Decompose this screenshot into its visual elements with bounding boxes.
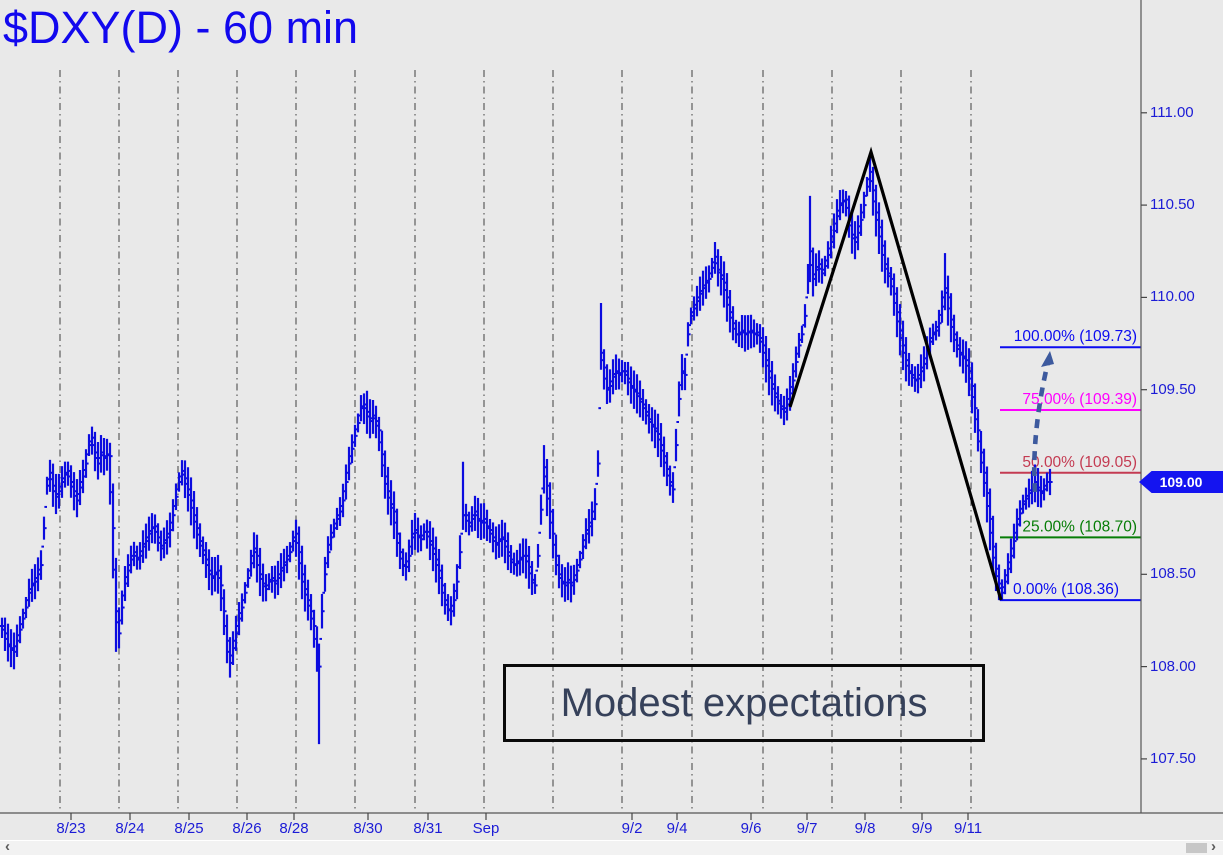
date-axis-label: 9/2	[621, 820, 643, 837]
current-price-tag: 109.00	[1139, 471, 1223, 493]
price-axis-label: 109.50	[1150, 380, 1196, 398]
date-axis-label: 9/4	[666, 820, 688, 837]
date-axis-label: 8/28	[279, 820, 309, 837]
annotation-box: Modest expectations	[503, 664, 985, 742]
price-axis-label: 108.00	[1150, 657, 1196, 675]
fib-level-label: 100.00% (109.73)	[1014, 328, 1137, 345]
date-axis-label: 9/7	[796, 820, 818, 837]
projection-arrow-head	[1041, 351, 1054, 367]
date-axis-label: 9/8	[854, 820, 876, 837]
date-axis-label: 8/31	[413, 820, 443, 837]
projection-arrow	[1031, 357, 1052, 493]
fib-level-label: 75.00% (109.39)	[1022, 391, 1137, 408]
date-axis-label: 9/11	[953, 820, 983, 837]
chart-title: $DXY(D) - 60 min	[3, 2, 359, 53]
scroll-right-icon[interactable]: ›	[1211, 838, 1216, 855]
trend-line-annotation	[788, 146, 1003, 601]
price-axis-label: 110.00	[1150, 288, 1195, 306]
price-axis-label: 107.50	[1150, 749, 1196, 767]
date-axis-label: 9/6	[740, 820, 762, 837]
scrollbar-thumb[interactable]	[1186, 843, 1207, 853]
fib-level-label: 25.00% (108.70)	[1022, 518, 1137, 535]
price-axis-label: 108.50	[1150, 565, 1196, 583]
date-axis-label: 8/26	[232, 820, 262, 837]
annotation-text: Modest expectations	[560, 681, 928, 725]
date-axis-label: 8/24	[115, 820, 145, 837]
fib-level-label: 0.00% (108.36)	[1013, 581, 1119, 598]
date-axis-label: 8/30	[353, 820, 383, 837]
date-axis-label: 9/9	[911, 820, 933, 837]
horizontal-scrollbar[interactable]: ‹ ›	[0, 838, 1223, 855]
fib-level-label: 50.00% (109.05)	[1022, 454, 1137, 471]
scroll-left-icon[interactable]: ‹	[5, 838, 10, 855]
date-axis-label: Sep	[472, 820, 500, 837]
price-axis-label: 111.00	[1150, 103, 1194, 121]
price-axis-label: 110.50	[1150, 196, 1195, 214]
date-axis-label: 8/25	[174, 820, 204, 837]
date-axis-label: 8/23	[56, 820, 86, 837]
